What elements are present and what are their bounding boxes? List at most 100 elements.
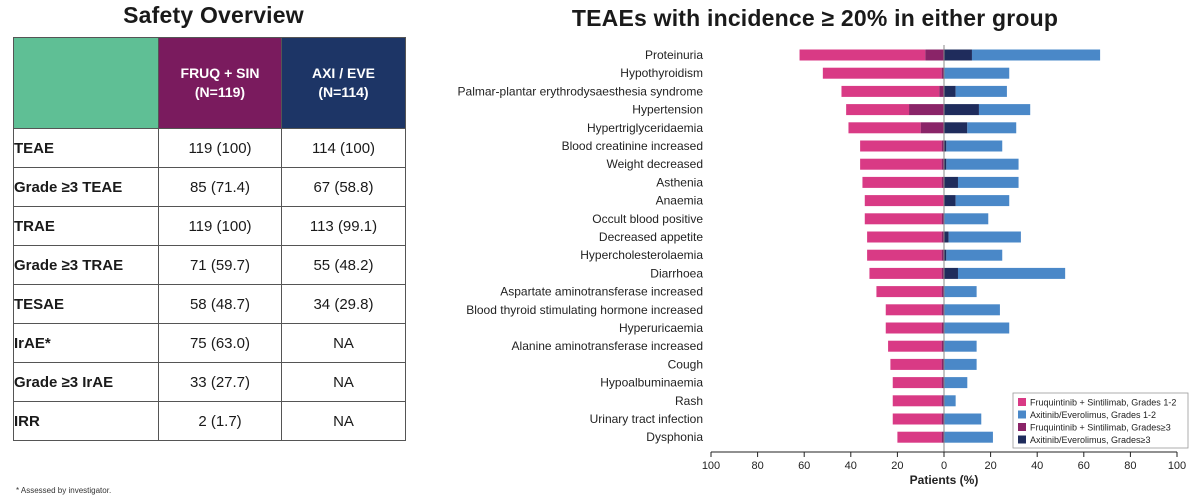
safety-table: FRUQ + SIN (N=119) AXI / EVE (N=114) TEA… — [13, 37, 406, 441]
fruq-value: 75 (63.0) — [158, 323, 282, 363]
bar-axi-grade12 — [944, 213, 989, 225]
bar-fruq-grade3 — [941, 358, 944, 370]
bar-fruq-grade12 — [864, 195, 944, 207]
x-tick-label: 60 — [798, 460, 810, 472]
header-fruq-name: FRUQ + SIN — [180, 65, 260, 82]
legend-label: Axitinib/Everolimus, Grades 1-2 — [1030, 410, 1156, 420]
bar-fruq-grade12 — [892, 377, 942, 389]
table-row: TEAE 119 (100) 114 (100) — [13, 128, 406, 168]
bar-axi-grade12 — [944, 395, 956, 407]
legend-box — [1012, 392, 1189, 449]
table-row: IRR 2 (1.7) NA — [13, 401, 406, 441]
category-label: Hypercholesterolaemia — [580, 248, 703, 262]
fruq-value: 85 (71.4) — [158, 167, 282, 207]
bar-fruq-grade3 — [920, 122, 944, 134]
bar-fruq-grade12 — [888, 340, 942, 352]
category-label: Hypoalbuminaemia — [600, 376, 703, 390]
legend-swatch — [1018, 398, 1026, 406]
bar-axi-grade12 — [946, 249, 1003, 261]
x-tick-label: 100 — [1168, 460, 1186, 472]
bar-axi-grade3 — [944, 267, 958, 279]
category-label: Blood creatinine increased — [562, 139, 703, 153]
bar-fruq-grade12 — [890, 358, 942, 370]
axi-value: 55 (48.2) — [281, 245, 406, 285]
category-label: Anaemia — [656, 194, 704, 208]
bar-axi-grade3 — [944, 140, 947, 152]
bar-fruq-grade3 — [941, 377, 944, 389]
chart-title: TEAEs with incidence ≥ 20% in either gro… — [571, 5, 1059, 31]
bar-axi-grade3 — [944, 249, 947, 261]
bar-fruq-grade12 — [885, 322, 942, 334]
bar-axi-grade12 — [944, 431, 993, 443]
x-tick-label: 20 — [984, 460, 996, 472]
bar-fruq-grade3 — [941, 231, 944, 243]
bar-fruq-grade3 — [941, 322, 944, 334]
bar-fruq-grade3 — [941, 413, 944, 425]
fruq-value: 119 (100) — [158, 128, 282, 168]
bar-fruq-grade3 — [941, 140, 944, 152]
fruq-value: 58 (48.7) — [158, 284, 282, 324]
bar-axi-grade12 — [967, 122, 1017, 134]
bar-axi-grade12 — [948, 231, 1021, 243]
table-row: TESAE 58 (48.7) 34 (29.8) — [13, 284, 406, 324]
bar-axi-grade3 — [944, 104, 979, 116]
bar-fruq-grade12 — [864, 213, 942, 225]
bar-axi-grade12 — [946, 158, 1019, 170]
bar-fruq-grade3 — [941, 158, 944, 170]
bar-fruq-grade3 — [939, 85, 944, 97]
bar-fruq-grade3 — [909, 104, 944, 116]
bar-fruq-grade12 — [822, 67, 942, 79]
bar-axi-grade12 — [944, 286, 977, 298]
legend-label: Fruquintinib + Sintilimab, Grades 1-2 — [1030, 398, 1176, 408]
safety-overview-title: Safety Overview — [123, 2, 304, 28]
x-tick-label: 40 — [1031, 460, 1043, 472]
category-label: Asthenia — [656, 175, 703, 189]
bar-axi-grade3 — [944, 85, 956, 97]
bar-fruq-grade3 — [941, 340, 944, 352]
header-axi-name: AXI / EVE — [311, 65, 376, 82]
category-label: Weight decreased — [606, 157, 703, 171]
table-row: Grade ≥3 IrAE 33 (27.7) NA — [13, 362, 406, 402]
row-label: Grade ≥3 TRAE — [13, 245, 159, 285]
bar-axi-grade12 — [944, 340, 977, 352]
x-axis-title: Patients (%) — [910, 473, 979, 487]
bar-axi-grade12 — [978, 104, 1031, 116]
legend-swatch — [1018, 410, 1026, 419]
legend-label: Fruquintinib + Sintilimab, Grades≥3 — [1030, 423, 1171, 433]
legend-label: Axitinib/Everolimus, Grades≥3 — [1030, 435, 1151, 445]
bar-axi-grade12 — [957, 176, 1019, 188]
bar-axi-grade12 — [957, 267, 1066, 279]
bar-axi-grade3 — [944, 122, 968, 134]
bar-fruq-grade12 — [848, 122, 921, 134]
bar-axi-grade12 — [944, 67, 1010, 79]
bar-fruq-grade12 — [897, 431, 942, 443]
category-label: Palmar-plantar erythrodysaesthesia syndr… — [458, 84, 704, 98]
axi-value: 34 (29.8) — [281, 284, 406, 324]
bar-fruq-grade3 — [941, 304, 944, 316]
header-axi-n: (N=114) — [318, 84, 369, 100]
category-label: Occult blood positive — [592, 212, 703, 226]
bar-fruq-grade12 — [799, 49, 926, 61]
bar-axi-grade12 — [944, 413, 982, 425]
x-tick-label: 0 — [941, 460, 947, 472]
table-row: Grade ≥3 TRAE 71 (59.7) 55 (48.2) — [13, 245, 406, 285]
bar-fruq-grade12 — [869, 267, 942, 279]
fruq-value: 2 (1.7) — [158, 401, 282, 441]
fruq-value: 71 (59.7) — [158, 245, 282, 285]
bar-fruq-grade3 — [941, 286, 944, 298]
bar-fruq-grade12 — [846, 104, 910, 116]
bar-axi-grade3 — [944, 158, 947, 170]
category-label: Cough — [668, 357, 703, 371]
row-label: Grade ≥3 IrAE — [13, 362, 159, 402]
x-tick-label: 20 — [891, 460, 903, 472]
category-label: Aspartate aminotransferase increased — [500, 285, 703, 299]
bar-axi-grade12 — [971, 49, 1101, 61]
bar-fruq-grade3 — [941, 431, 944, 443]
x-tick-label: 80 — [751, 460, 763, 472]
table-row: IrAE* 75 (63.0) NA — [13, 323, 406, 363]
bar-axi-grade12 — [944, 377, 968, 389]
footnote: * Assessed by investigator. — [16, 486, 112, 495]
category-label: Hyperuricaemia — [619, 321, 703, 335]
row-label: IRR — [13, 401, 159, 441]
